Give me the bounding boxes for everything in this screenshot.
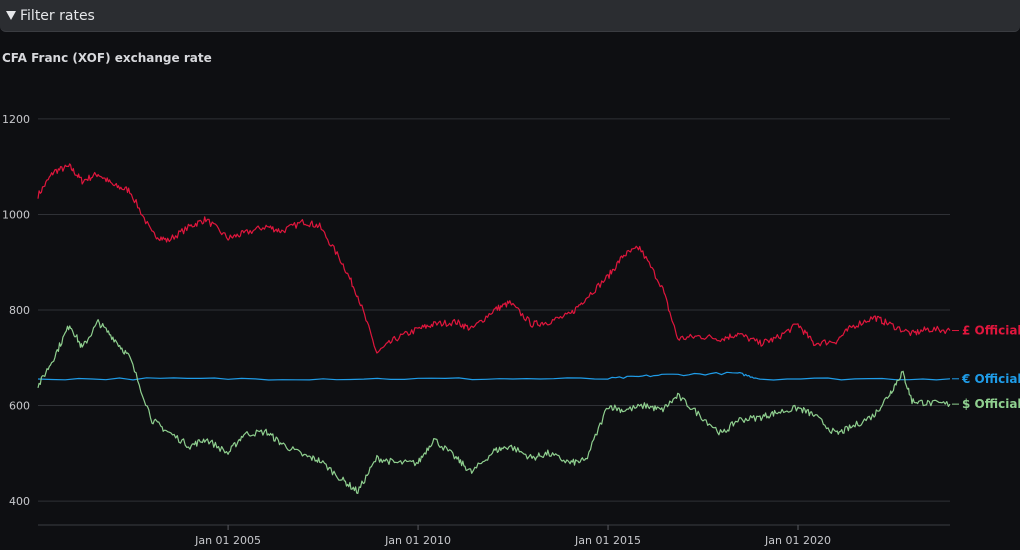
chart-title: CFA Franc (XOF) exchange rate <box>2 51 212 65</box>
series-end-label-2: $ Official <box>962 397 1020 411</box>
y-tick-label-600: 600 <box>9 400 30 413</box>
y-tick-label-800: 800 <box>9 304 30 317</box>
x-tick-label-3: Jan 01 2020 <box>764 534 831 547</box>
series-end-label-0: £ Official <box>962 324 1020 338</box>
y-tick-label-1200: 1200 <box>2 113 30 126</box>
x-tick-label-0: Jan 01 2005 <box>194 534 261 547</box>
series-line-0 <box>37 163 951 354</box>
series-end-label-1: € Official <box>961 372 1020 386</box>
series-line-2 <box>37 319 951 494</box>
x-tick-label-1: Jan 01 2010 <box>384 534 451 547</box>
x-tick-label-2: Jan 01 2015 <box>574 534 641 547</box>
y-tick-label-1000: 1000 <box>2 208 30 221</box>
y-tick-label-400: 400 <box>9 495 30 508</box>
series-line-1 <box>37 371 951 381</box>
filter-rates-label: Filter rates <box>20 7 95 24</box>
triangle-down-icon <box>6 11 16 20</box>
filter-rates-toggle[interactable]: Filter rates <box>0 0 1020 32</box>
